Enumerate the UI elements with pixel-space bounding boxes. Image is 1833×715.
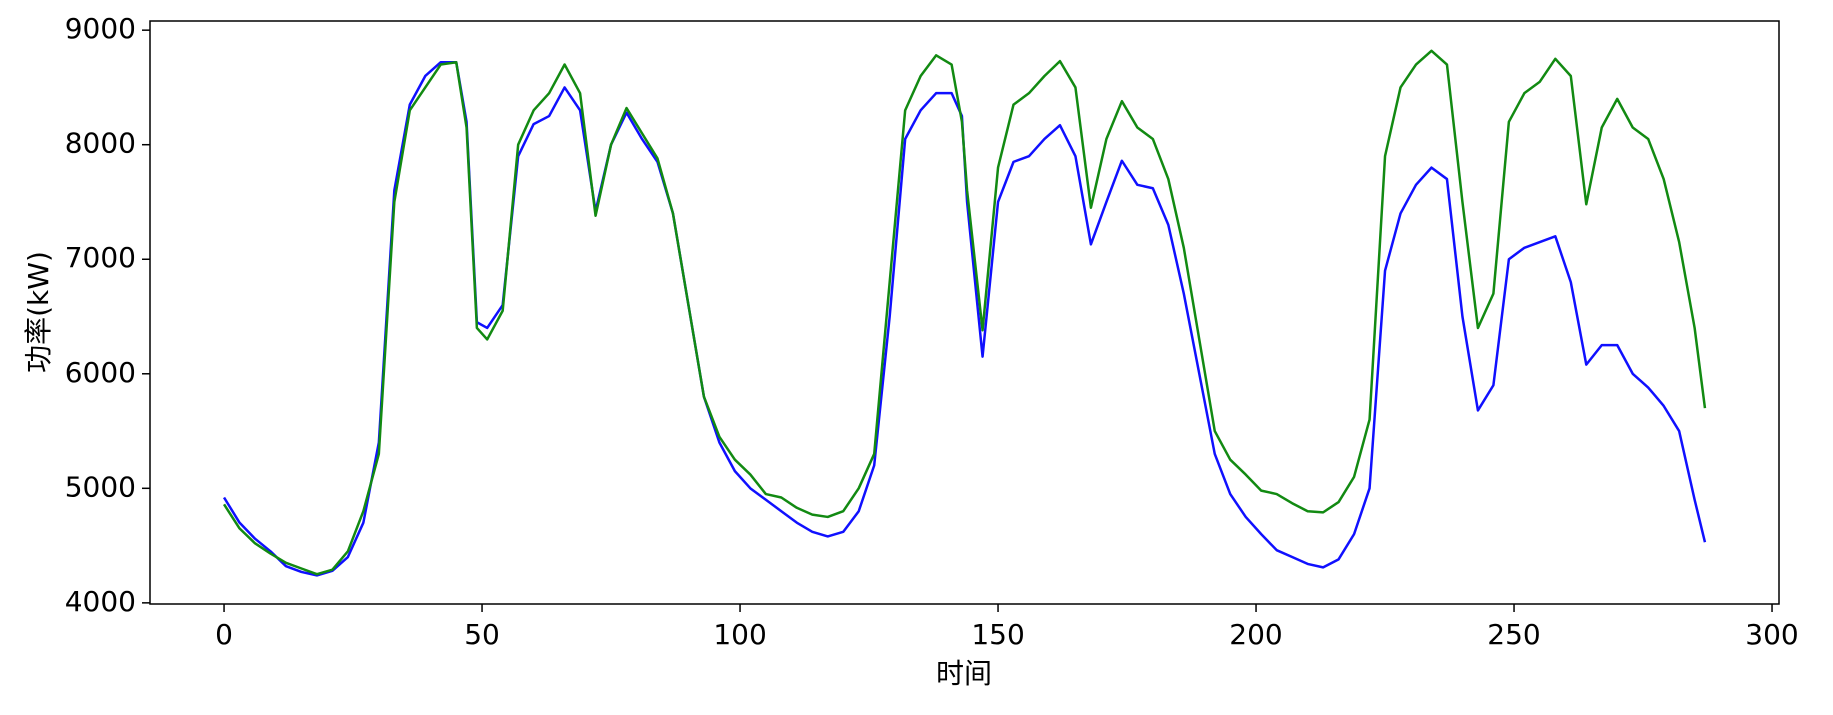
x-tick-label: 300: [1745, 618, 1798, 651]
y-tick-label: 9000: [65, 12, 136, 45]
y-tick-label: 8000: [65, 127, 136, 160]
x-axis-label: 时间: [936, 657, 992, 690]
y-tick-label: 7000: [65, 241, 136, 274]
x-tick-label: 100: [713, 618, 766, 651]
data-line: [222, 49, 1707, 576]
y-tick-label: 4000: [65, 585, 136, 618]
x-tick-label: 50: [464, 618, 500, 651]
x-tick-label: 0: [215, 618, 233, 651]
y-tick-label: 6000: [65, 356, 136, 389]
x-tick-label: 150: [971, 618, 1024, 651]
y-tick-label: 5000: [65, 470, 136, 503]
plot-frame: [149, 20, 1780, 605]
x-tick-label: 200: [1229, 618, 1282, 651]
y-axis-label: 功率(kW): [22, 251, 55, 373]
x-tick-label: 250: [1487, 618, 1540, 651]
